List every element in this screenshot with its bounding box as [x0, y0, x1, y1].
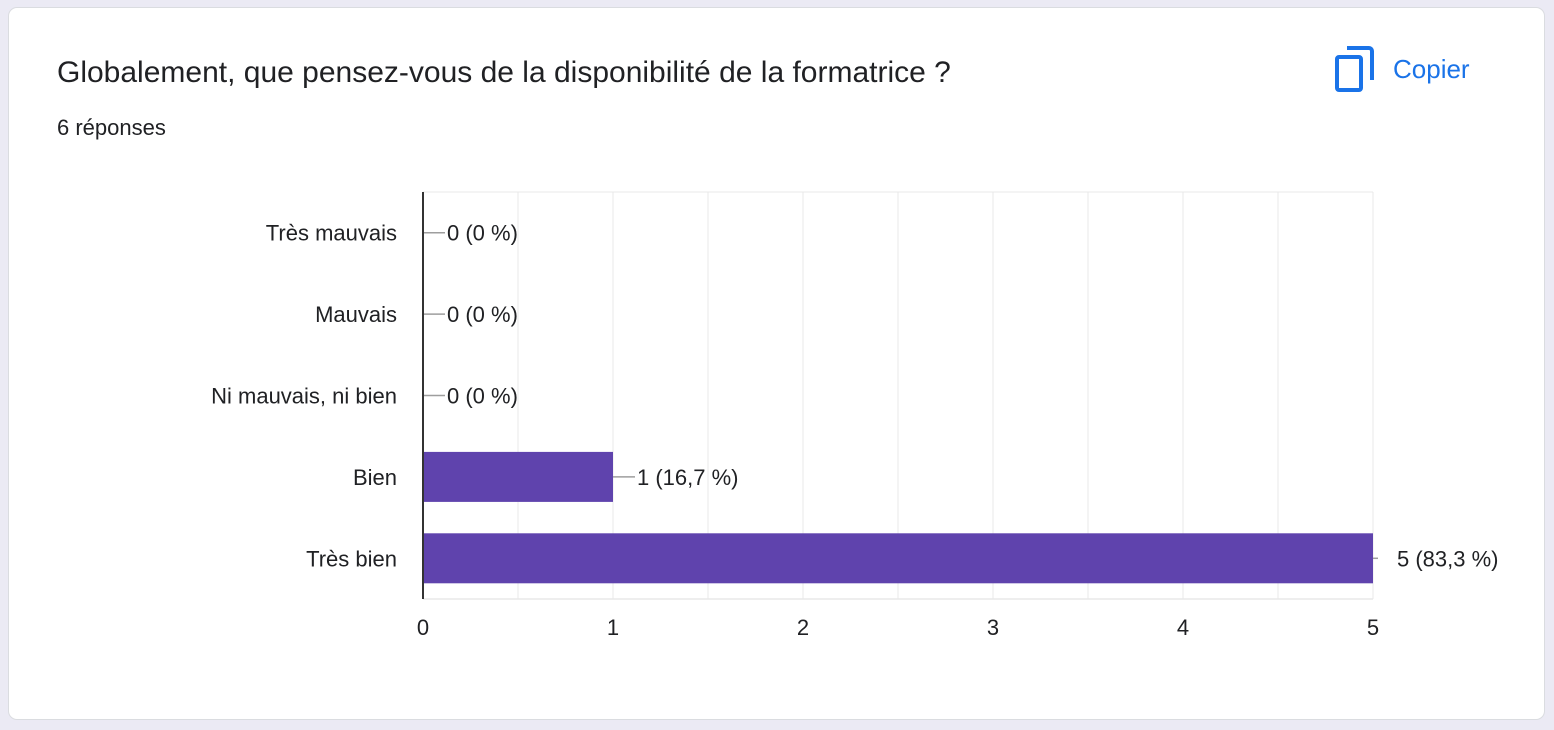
response-count: 6 réponses [57, 115, 166, 140]
copy-icon [1335, 46, 1374, 92]
x-tick-label: 3 [987, 615, 999, 640]
data-label: 0 (0 %) [447, 302, 518, 327]
bar [423, 533, 1373, 584]
copy-button[interactable]: Copier [1335, 44, 1470, 94]
data-label: 5 (83,3 %) [1397, 546, 1499, 571]
bar [423, 451, 613, 502]
category-label: Très bien [306, 546, 397, 571]
data-label: 0 (0 %) [447, 384, 518, 409]
question-title: Globalement, que pensez-vous de la dispo… [57, 56, 951, 89]
x-tick-label: 2 [797, 615, 809, 640]
x-tick-label: 4 [1177, 615, 1189, 640]
x-tick-label: 5 [1367, 615, 1379, 640]
category-label: Bien [353, 465, 397, 490]
data-label: 0 (0 %) [447, 221, 518, 246]
x-tick-label: 1 [607, 615, 619, 640]
copy-label: Copier [1393, 54, 1470, 84]
x-tick-label: 0 [417, 615, 429, 640]
category-label: Très mauvais [266, 221, 397, 246]
category-label: Mauvais [315, 302, 397, 327]
category-label: Ni mauvais, ni bien [211, 384, 397, 409]
question-card: Globalement, que pensez-vous de la dispo… [8, 7, 1545, 720]
data-label: 1 (16,7 %) [637, 465, 739, 490]
